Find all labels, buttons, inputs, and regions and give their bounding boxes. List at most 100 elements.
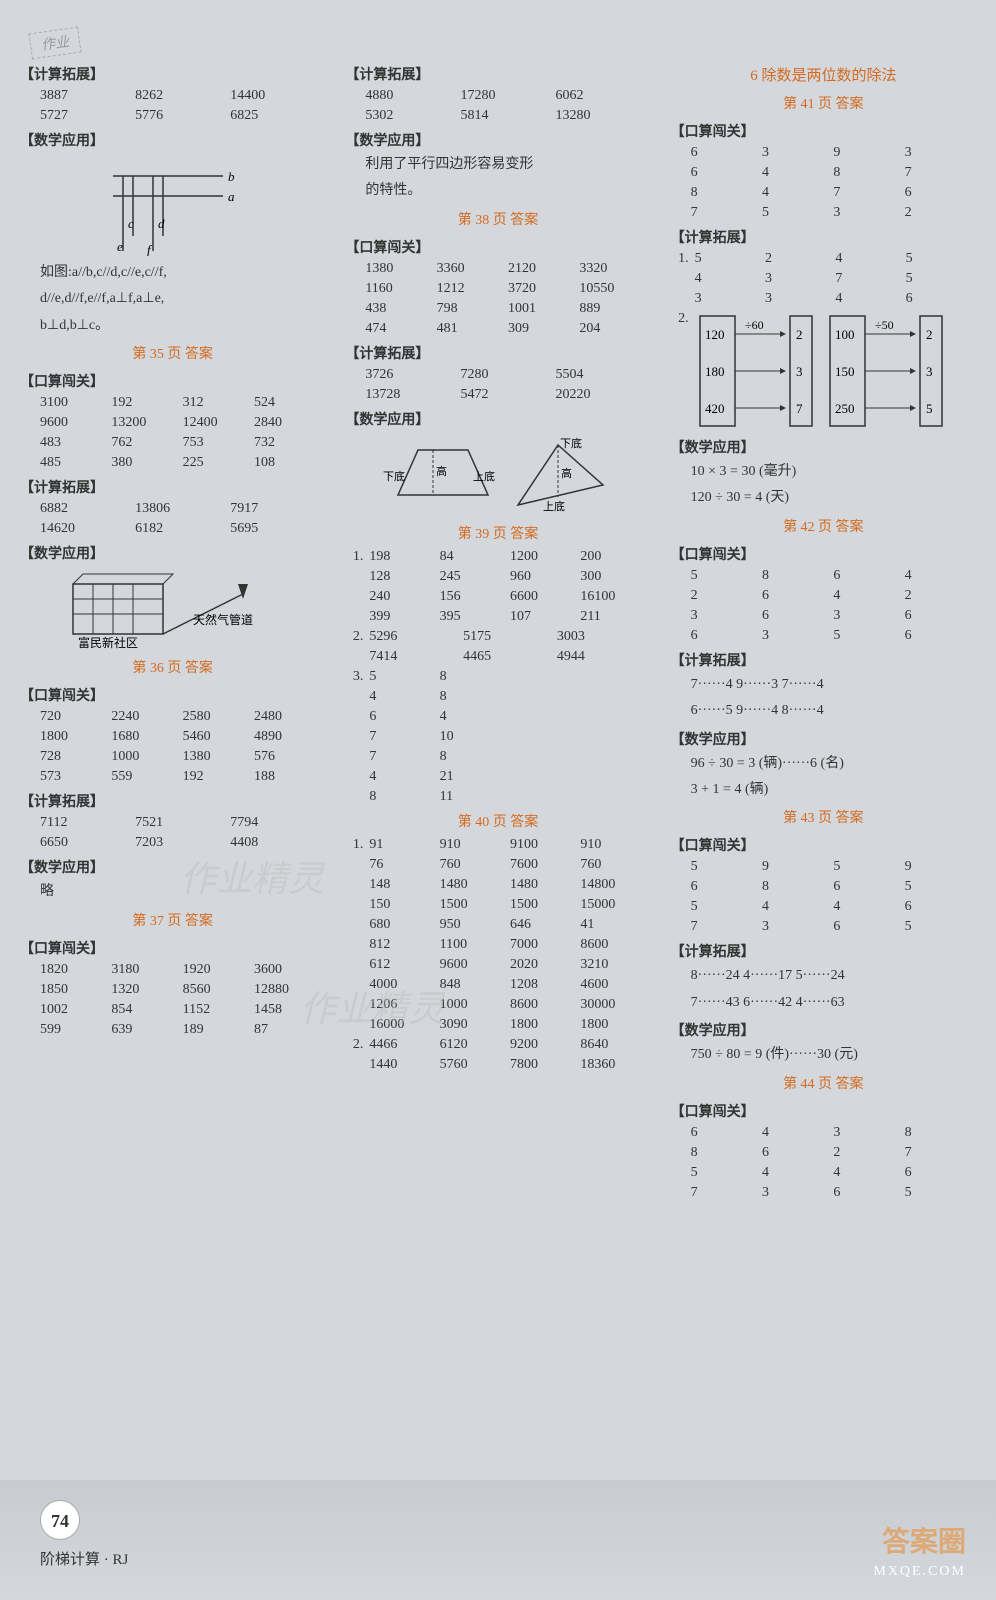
heading-calc-expand: 【计算拓展】	[671, 650, 976, 670]
column-2: 【计算拓展】 4880172806062 5302581413280 【数学应用…	[345, 60, 650, 1460]
text-line: 6······5 9······4 8······4	[671, 698, 976, 724]
svg-text:富民新社区: 富民新社区	[78, 635, 138, 649]
numbered-row: 240156660016100	[345, 587, 650, 607]
numbered-row: 1.198841200200	[345, 547, 650, 567]
numbered-row: 811	[345, 787, 650, 807]
section-title: 6 除数是两位数的除法	[671, 64, 976, 85]
page-ref-40: 第 40 页 答案	[345, 811, 650, 831]
svg-text:250: 250	[835, 401, 855, 416]
heading-oral-calc: 【口算闯关】	[20, 371, 325, 391]
numbered-row: 1.5245	[671, 249, 976, 269]
table-row: 5864	[671, 566, 976, 586]
numbered-row: 421	[345, 767, 650, 787]
numbered-row: 1501500150015000	[345, 895, 650, 915]
heading-calc-expand: 【计算拓展】	[671, 227, 976, 247]
table-row: 372672805504	[345, 365, 650, 385]
svg-text:7: 7	[796, 401, 803, 416]
table-row: 665072034408	[20, 833, 325, 853]
table-row: 6865	[671, 877, 976, 897]
heading-math-apply: 【数学应用】	[345, 130, 650, 150]
table-row: 3887826214400	[20, 86, 325, 106]
table-row: 960013200124002840	[20, 413, 325, 433]
table-row: 5446	[671, 897, 976, 917]
numbered-row: 1.919109100910	[345, 835, 650, 855]
svg-text:e: e	[117, 239, 123, 254]
heading-math-apply: 【数学应用】	[671, 1020, 976, 1040]
table-row: 6356	[671, 626, 976, 646]
svg-text:高: 高	[436, 464, 447, 478]
table-row: 3636	[671, 606, 976, 626]
page-ref-38: 第 38 页 答案	[345, 209, 650, 229]
svg-text:3: 3	[796, 364, 803, 379]
text-line: 120 ÷ 30 = 4 (天)	[671, 485, 976, 511]
table-row: 6882138067917	[20, 499, 325, 519]
diagram-flowchart: 120 180 420 ÷60 2 3 7 100 150 250 ÷50	[695, 311, 975, 431]
numbered-row: 767607600760	[345, 855, 650, 875]
heading-math-apply: 【数学应用】	[345, 409, 650, 429]
text-omit: 略	[20, 879, 325, 905]
heading-oral-calc: 【口算闯关】	[671, 835, 976, 855]
numbered-row: 3.58	[345, 667, 650, 687]
text-line: 96 ÷ 30 = 3 (辆)······6 (名)	[671, 751, 976, 777]
page-content: 【计算拓展】 3887826214400 572757766825 【数学应用】…	[0, 0, 996, 1480]
numbered-row: 4375	[671, 269, 976, 289]
text-line: 10 × 3 = 30 (毫升)	[671, 459, 976, 485]
logo-text: 答案圈	[882, 1520, 966, 1560]
table-row: 711275217794	[20, 813, 325, 833]
table-row: 5302581413280	[345, 106, 650, 126]
svg-text:上底: 上底	[543, 499, 565, 513]
table-row: 8476	[671, 183, 976, 203]
text-line: 如图:a//b,c//d,c//e,c//f,	[20, 260, 325, 286]
table-row: 72810001380576	[20, 747, 325, 767]
table-row: 2642	[671, 586, 976, 606]
numbered-row: 128245960300	[345, 567, 650, 587]
heading-math-apply: 【数学应用】	[20, 857, 325, 877]
svg-text:天然气管道: 天然气管道	[193, 612, 253, 627]
svg-text:c: c	[128, 216, 134, 231]
table-row: 720224025802480	[20, 707, 325, 727]
table-row: 572757766825	[20, 106, 325, 126]
numbered-row: 68095064641	[345, 915, 650, 935]
table-row: 4880172806062	[345, 86, 650, 106]
numbered-row: 2.4466612092008640	[345, 1035, 650, 1055]
heading-oral-calc: 【口算闯关】	[671, 121, 976, 141]
column-1: 【计算拓展】 3887826214400 572757766825 【数学应用】…	[20, 60, 325, 1460]
svg-text:下底: 下底	[560, 436, 582, 450]
svg-text:2: 2	[926, 327, 933, 342]
diagram-building-pipe: 富民新社区 天然气管道	[63, 569, 283, 649]
numbered-row: 3346	[671, 289, 976, 309]
flowchart-div: 2. 120 180 420 ÷60 2 3 7 100 150	[671, 309, 976, 433]
table-row: 1820318019203600	[20, 960, 325, 980]
table-row: 5959	[671, 857, 976, 877]
page-ref-42: 第 42 页 答案	[671, 516, 976, 536]
svg-text:420: 420	[705, 401, 725, 416]
numbered-row: 2.529651753003	[345, 627, 650, 647]
text-line: d//e,d//f,e//f,a⊥f,a⊥e,	[20, 286, 325, 312]
heading-math-apply: 【数学应用】	[20, 543, 325, 563]
page-ref-44: 第 44 页 答案	[671, 1073, 976, 1093]
heading-math-apply: 【数学应用】	[671, 437, 976, 457]
numbered-row: 16000309018001800	[345, 1015, 650, 1035]
page-ref-43: 第 43 页 答案	[671, 807, 976, 827]
heading-calc-expand: 【计算拓展】	[345, 343, 650, 363]
svg-text:高: 高	[561, 466, 572, 480]
heading-calc-expand: 【计算拓展】	[20, 64, 325, 84]
heading-oral-calc: 【口算闯关】	[20, 685, 325, 705]
text-line: 8······24 4······17 5······24	[671, 963, 976, 989]
page-ref-36: 第 36 页 答案	[20, 657, 325, 677]
svg-text:2: 2	[796, 327, 803, 342]
heading-calc-expand: 【计算拓展】	[671, 941, 976, 961]
logo-subtext: MXQE.COM	[873, 1564, 966, 1580]
page-ref-35: 第 35 页 答案	[20, 343, 325, 363]
diagram-trapezoid-triangle: 下底 高 上底 下底 高 上底	[378, 435, 618, 515]
text-line: 7······43 6······42 4······63	[671, 990, 976, 1016]
numbered-row: 12061000860030000	[345, 995, 650, 1015]
text-line: 750 ÷ 80 = 9 (件)······30 (元)	[671, 1042, 976, 1068]
table-row: 483762753732	[20, 433, 325, 453]
svg-text:a: a	[228, 189, 235, 204]
column-3: 6 除数是两位数的除法 第 41 页 答案 【口算闯关】 6393 6487 8…	[671, 60, 976, 1460]
numbered-row: 14405760780018360	[345, 1055, 650, 1075]
footer-text: 阶梯计算 · RJ	[40, 1548, 956, 1569]
table-row: 100285411521458	[20, 1000, 325, 1020]
svg-text:d: d	[158, 216, 165, 231]
